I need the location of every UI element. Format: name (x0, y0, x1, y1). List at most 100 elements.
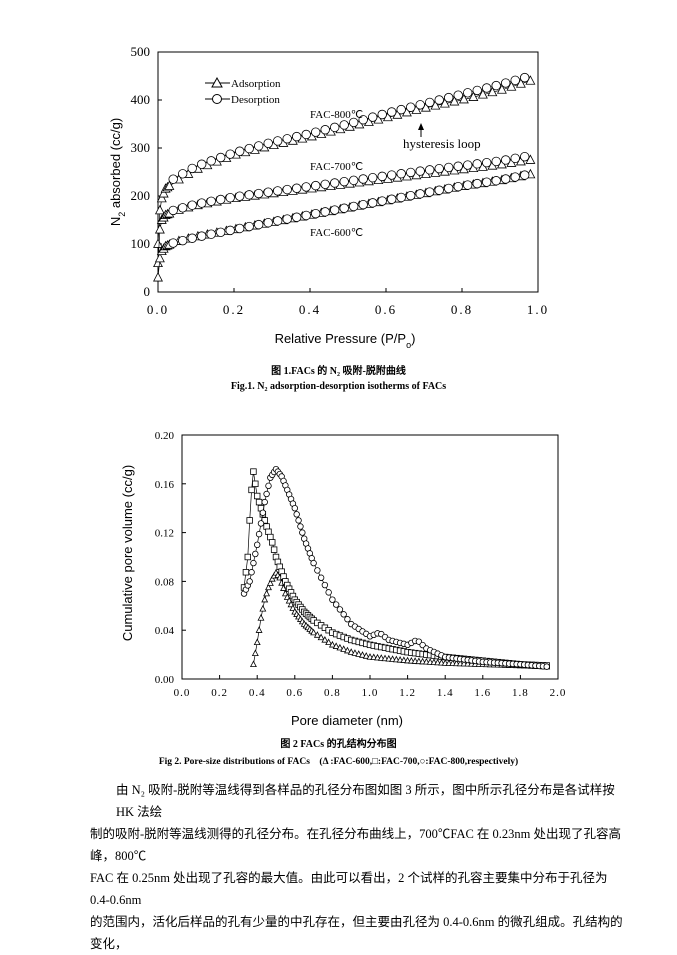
data-point-triangle (259, 604, 267, 612)
data-point-square (265, 528, 272, 535)
data-point-triangle (328, 640, 336, 648)
data-point-circle (425, 97, 435, 108)
data-point-circle (168, 205, 178, 216)
data-point-triangle (321, 636, 329, 643)
data-point-circle (336, 606, 344, 613)
data-point-triangle (154, 252, 165, 263)
data-point-circle (434, 95, 444, 105)
data-point-triangle (325, 638, 333, 646)
x-tick-label: 1.8 (512, 687, 529, 699)
data-point-circle (482, 157, 492, 168)
data-point-circle (406, 190, 416, 201)
data-point-circle (292, 183, 302, 193)
data-point-circle (254, 188, 264, 199)
data-point-square (244, 553, 251, 561)
y-tick-label: 200 (131, 188, 151, 203)
fig2-caption-en: Fig 2. Pore-size distributions of FACs (… (158, 757, 519, 767)
data-point-circle (415, 166, 425, 176)
data-point-square (242, 569, 250, 576)
data-point-circle (434, 163, 444, 174)
label-fac700: FAC-700℃ (310, 161, 363, 173)
data-point-circle (225, 225, 235, 236)
x-tick-label: 0.6 (375, 302, 397, 317)
legend-triangle-marker (211, 76, 223, 88)
x-tick-label: 0.4 (299, 302, 321, 317)
para-line-4: 的范围内，活化后样品的孔有少量的中孔存在，但主要由孔径为 0.4-0.6nm 的… (90, 915, 623, 951)
chart2-ylabel: Cumulative pore volume (cc/g) (120, 465, 135, 641)
data-point-triangle (154, 204, 165, 215)
data-point-circle (301, 129, 311, 140)
y-tick-label: 0.08 (155, 576, 175, 588)
data-point-circle (501, 155, 511, 165)
data-point-circle (320, 179, 330, 189)
data-point-circle (368, 172, 378, 183)
data-point-circle (321, 581, 329, 589)
y-tick-label: 500 (131, 44, 151, 59)
data-point-circle (301, 182, 311, 192)
data-point-triangle (370, 653, 378, 661)
x-tick-label: 2.0 (550, 687, 567, 699)
y-tick-label: 0 (144, 284, 151, 299)
data-point-triangle (263, 589, 271, 597)
data-point-triangle (477, 89, 488, 99)
data-point-triangle (332, 642, 340, 649)
data-point-circle (387, 170, 397, 180)
data-point-triangle (336, 643, 344, 651)
data-point-circle (273, 186, 283, 196)
data-point-circle (234, 191, 245, 201)
data-point-circle (252, 550, 259, 558)
data-point-triangle (468, 91, 479, 101)
data-point-circle (406, 167, 416, 178)
data-point-circle (187, 200, 197, 210)
data-point-circle (177, 235, 188, 246)
data-point-circle (215, 152, 226, 163)
data-point-triangle (374, 653, 381, 661)
data-point-circle (406, 102, 416, 112)
para-line-3: FAC 在 0.25nm 处出现了孔容的最大值。由此可以看出，2 个试样的孔容主… (90, 871, 608, 907)
data-point-circle (196, 198, 207, 208)
data-point-circle (297, 523, 304, 530)
data-point-circle (311, 127, 321, 137)
data-point-circle (339, 203, 349, 213)
data-point-square (263, 523, 270, 530)
data-point-circle (377, 196, 387, 206)
y-tick-label: 0.20 (155, 430, 175, 442)
data-point-circle (314, 567, 321, 574)
data-point-circle (520, 170, 530, 180)
data-point-circle (453, 181, 463, 192)
data-point-circle (265, 482, 272, 490)
data-point-circle (273, 136, 283, 146)
data-point-circle (244, 190, 254, 200)
data-point-triangle (251, 649, 259, 657)
label-fac800: FAC-800℃ (310, 109, 363, 121)
data-point-circle (311, 180, 321, 191)
data-point-circle (453, 161, 463, 171)
data-point-circle (344, 616, 351, 623)
data-point-circle (339, 120, 349, 130)
data-point-circle (396, 169, 406, 179)
data-point-circle (444, 183, 454, 194)
data-point-square (252, 480, 259, 487)
data-point-square (267, 533, 274, 541)
data-point-circle (299, 529, 306, 536)
data-point-triangle (253, 638, 261, 646)
data-point-triangle (153, 238, 163, 248)
isotherm-chart: 0.0 0.2 0.4 0.6 0.8 1.0 0 100 200 300 400 500 Adsor… (108, 44, 547, 350)
data-point-triangle (400, 656, 408, 663)
data-point-triangle (153, 257, 163, 268)
data-point-circle (292, 212, 302, 222)
data-point-circle (463, 180, 473, 190)
data-point-circle (330, 178, 340, 188)
data-point-triangle (249, 660, 257, 667)
data-point-circle (491, 80, 501, 91)
data-point-circle (250, 559, 257, 567)
x-tick-label: 1.2 (399, 687, 416, 699)
data-point-triangle (359, 651, 366, 658)
x-tick-label: 1.6 (474, 687, 491, 699)
body-paragraph: 由 N₂ 吸附-脱附等温线得到各样品的孔径分布图如图 3 所示，图中所示孔径分布… (90, 779, 630, 955)
data-point-circle (330, 122, 340, 133)
data-point-circle (254, 141, 264, 151)
data-point-circle (339, 176, 349, 187)
data-point-triangle (487, 86, 498, 97)
data-point-circle (320, 125, 330, 135)
